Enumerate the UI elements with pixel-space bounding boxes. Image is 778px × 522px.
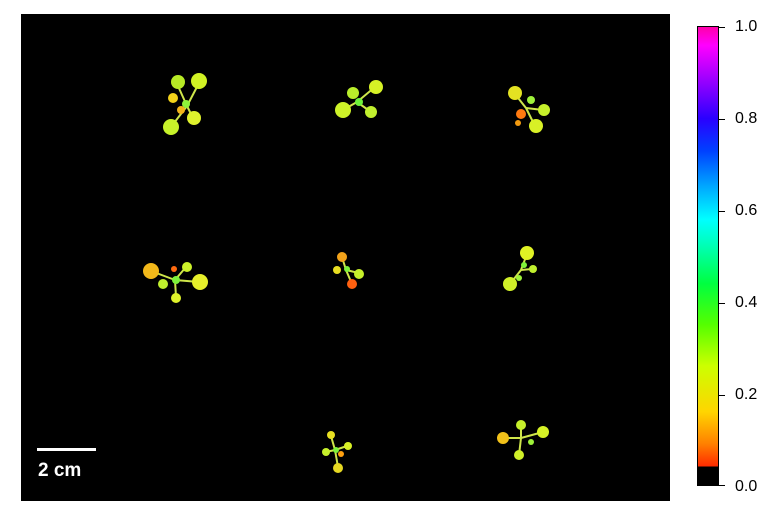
plant <box>508 86 550 133</box>
scalebar-label: 2 cm <box>38 460 82 481</box>
colorbar-tick <box>719 303 725 304</box>
image-panel: 2 cm <box>21 14 670 501</box>
colorbar-tick <box>719 27 725 28</box>
plant <box>497 420 549 460</box>
colorbar-tick-label: 1.0 <box>735 18 758 35</box>
colorbar-tick <box>719 211 725 212</box>
plant <box>163 73 207 135</box>
colorbar-tick <box>719 119 725 120</box>
colorbar-tick-label: 0.6 <box>735 202 758 219</box>
plant <box>503 246 537 291</box>
plant <box>143 262 208 303</box>
colorbar-tick <box>719 485 725 486</box>
colorbar-tick-label: 0.2 <box>735 386 758 403</box>
colorbar-tick-label: 0.0 <box>735 478 758 495</box>
scalebar-line <box>37 448 96 451</box>
plants-layer <box>143 73 550 473</box>
colorbar <box>697 26 719 486</box>
colorbar-tick-label: 0.4 <box>735 294 758 311</box>
colorbar-tick <box>719 395 725 396</box>
plant <box>333 252 364 289</box>
plant <box>335 80 383 118</box>
colorbar-tick-label: 0.8 <box>735 110 758 127</box>
plant <box>322 431 352 473</box>
